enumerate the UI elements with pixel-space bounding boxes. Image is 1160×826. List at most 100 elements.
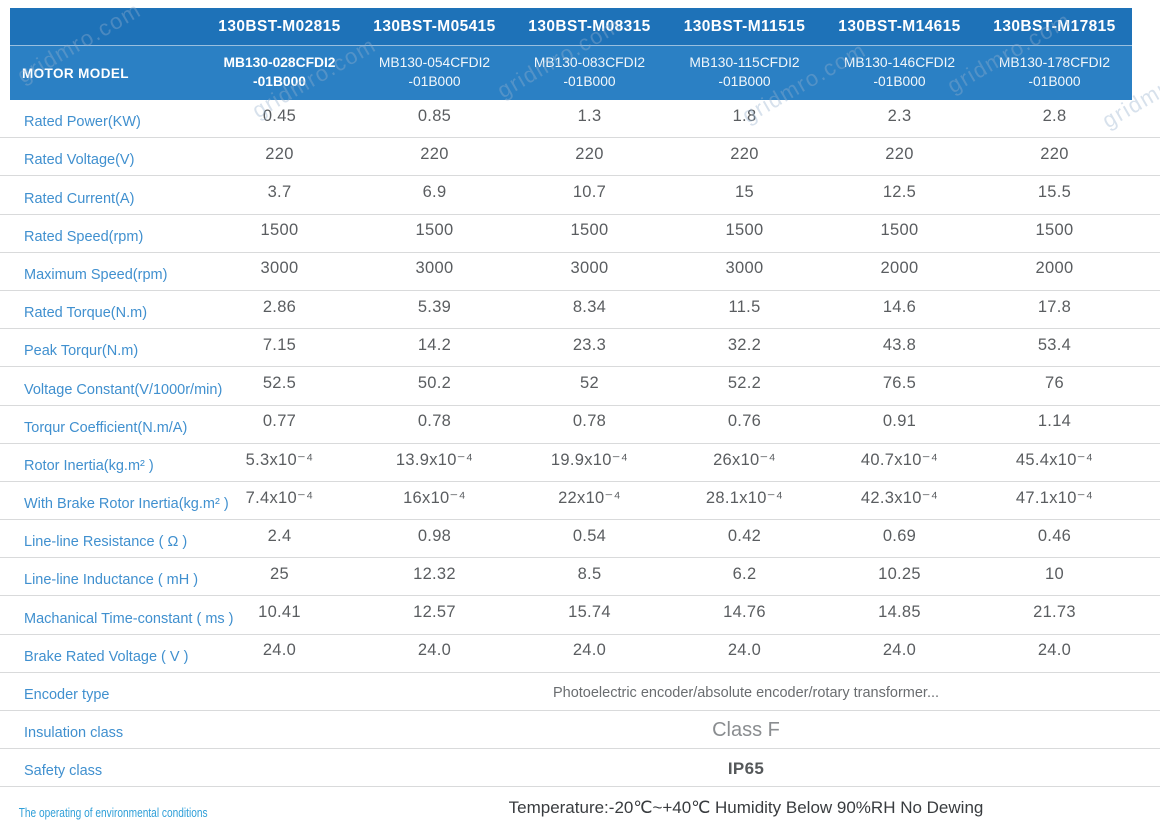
row-label: Voltage Constant(V/1000r/min) xyxy=(24,381,223,398)
spec-value: 0.54 xyxy=(572,526,607,545)
spec-value: 23.3 xyxy=(572,335,607,354)
spec-value: 220 xyxy=(575,144,604,163)
spec-value: 1500 xyxy=(725,221,764,240)
row-label: Peak Torqur(N.m) xyxy=(24,343,139,360)
spec-row: Peak Torqur(N.m) 7.15 14.2 23.3 32.2 43.8 53.4 xyxy=(0,329,1160,368)
row-label: Maximum Speed(rpm) xyxy=(24,266,168,283)
spec-value: 0.45 xyxy=(262,106,297,125)
spec-value: 1.3 xyxy=(577,106,602,125)
spec-value: 53.4 xyxy=(1037,335,1072,354)
spec-value: 3000 xyxy=(415,259,454,278)
spec-value: 8.5 xyxy=(577,564,602,583)
spec-row: Voltage Constant(V/1000r/min) 52.5 50.2 52 5… xyxy=(0,367,1160,406)
spec-value: 220 xyxy=(420,144,449,163)
spec-value: 14.6 xyxy=(882,297,917,316)
spec-row: Brake Rated Voltage ( V ) 24.0 24.0 24.0 24.… xyxy=(0,635,1160,673)
spec-value: 14.76 xyxy=(723,603,766,622)
row-label: With Brake Rotor Inertia(kg.m² ) xyxy=(24,496,229,513)
series-column-header: 130BST-M11515 xyxy=(683,17,806,35)
spec-value: 52.2 xyxy=(727,373,762,392)
spec-merged-value: IP65 xyxy=(727,759,765,779)
spec-value: 6.9 xyxy=(422,182,447,201)
motor-model-value: MB130-178CFDI2 -01B000 xyxy=(998,55,1111,89)
series-column-header: 130BST-M17815 xyxy=(993,17,1116,35)
spec-value: 5.3x10⁻⁴ xyxy=(245,450,314,469)
spec-merged-value: Class F xyxy=(712,719,780,742)
spec-value: 1500 xyxy=(1035,221,1074,240)
row-label: Insulation class xyxy=(24,725,124,742)
spec-value: 15.5 xyxy=(1037,182,1072,201)
spec-value: 10 xyxy=(1045,564,1064,583)
spec-row: Safety class IP65 xyxy=(0,749,1160,788)
row-label: Rotor Inertia(kg.m² ) xyxy=(24,457,154,474)
spec-value: 15.74 xyxy=(568,603,611,622)
spec-value: 1500 xyxy=(415,221,454,240)
spec-value: 220 xyxy=(885,144,914,163)
spec-value: 0.42 xyxy=(727,526,762,545)
row-label: Rated Current(A) xyxy=(24,190,135,207)
spec-value: 8.34 xyxy=(572,297,607,316)
spec-value: 6.2 xyxy=(732,564,757,583)
spec-value: 1.8 xyxy=(732,106,757,125)
spec-value: 76.5 xyxy=(882,373,917,392)
spec-value: 10.41 xyxy=(258,603,301,622)
spec-value: 12.57 xyxy=(413,603,456,622)
header-model-row: MOTOR MODEL MB130-028CFDI2 -01B000 MB130-… xyxy=(10,46,1132,100)
spec-table-header: 130BST-M02815 130BST-M05415 130BST-M08315 1… xyxy=(10,8,1132,100)
spec-value: 10.7 xyxy=(572,182,607,201)
spec-value: 24.0 xyxy=(882,641,917,660)
motor-model-value: MB130-054CFDI2 -01B000 xyxy=(378,55,491,89)
row-label: Line-line Resistance ( Ω ) xyxy=(24,534,188,551)
row-label: Brake Rated Voltage ( V ) xyxy=(24,648,189,665)
spec-value: 17.8 xyxy=(1037,297,1072,316)
spec-value: 220 xyxy=(265,144,294,163)
spec-value: 40.7x10⁻⁴ xyxy=(860,450,939,469)
spec-value: 50.2 xyxy=(417,373,452,392)
spec-value: 3000 xyxy=(570,259,609,278)
spec-value: 2.3 xyxy=(887,106,912,125)
spec-value: 10.25 xyxy=(878,564,921,583)
spec-value: 0.78 xyxy=(417,412,452,431)
spec-value: 3000 xyxy=(260,259,299,278)
spec-value: 24.0 xyxy=(1037,641,1072,660)
spec-value: 0.78 xyxy=(572,412,607,431)
spec-value: 24.0 xyxy=(262,641,297,660)
spec-value: 16x10⁻⁴ xyxy=(403,488,466,507)
series-column-header: 130BST-M02815 xyxy=(218,17,341,35)
spec-value: 0.91 xyxy=(882,412,917,431)
spec-value: 45.4x10⁻⁴ xyxy=(1015,450,1094,469)
spec-value: 42.3x10⁻⁴ xyxy=(860,488,939,507)
spec-row: The operating of environmental condition… xyxy=(0,787,1160,825)
spec-row: Encoder type Photoelectric encoder/absolu… xyxy=(0,673,1160,711)
spec-value: 7.4x10⁻⁴ xyxy=(245,488,314,507)
spec-value: 2.8 xyxy=(1042,106,1067,125)
motor-model-value: MB130-083CFDI2 -01B000 xyxy=(533,55,646,89)
spec-table-body: Rated Power(KW) 0.45 0.85 1.3 1.8 2.3 2.8 Rated… xyxy=(0,100,1160,826)
row-label: Rated Voltage(V) xyxy=(24,152,135,169)
row-label: Encoder type xyxy=(24,687,110,703)
spec-value: 11.5 xyxy=(728,297,761,316)
spec-value: 14.85 xyxy=(878,603,921,622)
spec-value: 43.8 xyxy=(882,335,917,354)
spec-value: 1500 xyxy=(880,221,919,240)
series-column-header: 130BST-M05415 xyxy=(373,17,496,35)
motor-model-value: MB130-028CFDI2 -01B000 xyxy=(223,55,336,89)
spec-value: 14.2 xyxy=(417,335,452,354)
row-label: Safety class xyxy=(24,763,103,780)
spec-merged-value: Photoelectric encoder/absolute encoder/r… xyxy=(552,685,940,701)
spec-value: 24.0 xyxy=(572,641,607,660)
row-label: Rated Power(KW) xyxy=(24,114,141,131)
spec-value: 52.5 xyxy=(262,373,297,392)
motor-model-value: MB130-146CFDI2 -01B000 xyxy=(843,55,956,89)
row-label: Line-line Inductance ( mH ) xyxy=(24,572,199,589)
spec-row: Line-line Inductance ( mH ) 25 12.32 8.5 6.2… xyxy=(0,558,1160,597)
spec-value: 0.77 xyxy=(262,412,297,431)
spec-value: 24.0 xyxy=(727,641,762,660)
spec-value: 25 xyxy=(270,564,289,583)
spec-row: Maximum Speed(rpm) 3000 3000 3000 3000 2000 20… xyxy=(0,253,1160,291)
row-label: Rated Torque(N.m) xyxy=(24,305,148,322)
spec-value: 7.15 xyxy=(262,335,297,354)
header-series-row: 130BST-M02815 130BST-M05415 130BST-M08315 1… xyxy=(10,8,1132,46)
spec-value: 220 xyxy=(730,144,759,163)
